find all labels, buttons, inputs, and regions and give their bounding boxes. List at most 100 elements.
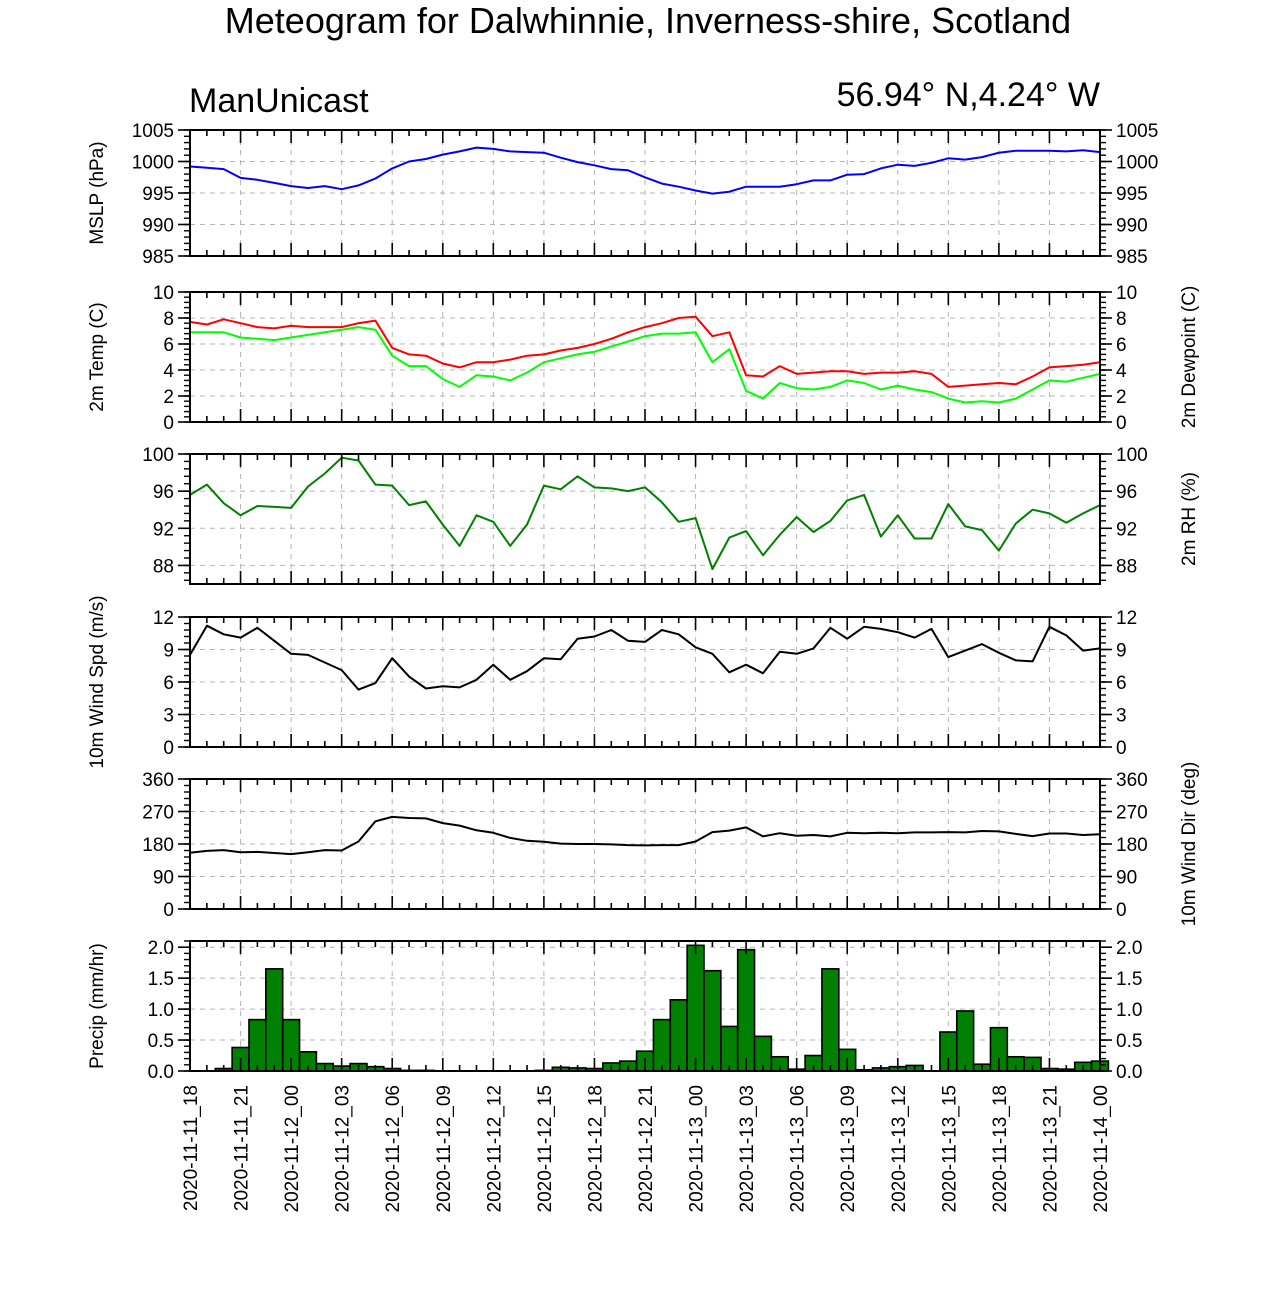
x-tick-label: 2020-11-12_09 xyxy=(434,1085,455,1212)
precip-bar xyxy=(652,1018,672,1072)
x-tick-label: 2020-11-13_00 xyxy=(687,1085,708,1212)
x-tick-label: 2020-11-12_06 xyxy=(383,1085,404,1212)
y-tick-label: 0 xyxy=(163,413,174,434)
y-tick-label: 0 xyxy=(163,738,174,759)
y-tick-label-right: 1.0 xyxy=(1116,1000,1142,1021)
x-tick-label: 2020-11-13_21 xyxy=(1040,1085,1061,1212)
chart-title: Meteogram for Dalwhinnie, Inverness-shir… xyxy=(225,0,1071,41)
x-tick-label: 2020-11-11_21 xyxy=(232,1085,253,1211)
x-tick-label: 2020-11-11_18 xyxy=(181,1085,202,1211)
y-tick-label-right: 6 xyxy=(1116,673,1127,694)
y-tick-label: 985 xyxy=(142,247,174,268)
y-tick-label: 1005 xyxy=(132,121,174,142)
series-line xyxy=(189,624,1101,691)
y-tick-label: 4 xyxy=(163,361,174,382)
x-tick-label: 2020-11-13_09 xyxy=(838,1085,859,1212)
y-tick-label: 2 xyxy=(163,387,174,408)
x-tick-label: 2020-11-12_21 xyxy=(636,1085,657,1212)
y-tick-label: 88 xyxy=(153,556,174,577)
x-tick-label: 2020-11-12_00 xyxy=(282,1085,303,1212)
series-line xyxy=(189,146,1101,195)
y-tick-label: 92 xyxy=(153,519,174,540)
y-tick-label-right: 0 xyxy=(1116,900,1127,921)
y-tick-label-right: 9 xyxy=(1116,641,1127,662)
y-tick-label: 180 xyxy=(142,835,174,856)
y-axis-label: 2m Temp (C) xyxy=(87,302,108,411)
x-tick-label: 2020-11-12_03 xyxy=(333,1085,354,1212)
y-tick-label-right: 985 xyxy=(1116,247,1148,268)
panel-2: 0 0 2 2 4 4 6 6 8 8 10 10 2m Temp (C) 2m Dewpoint (C) xyxy=(87,283,1200,434)
y-tick-label-right: 8 xyxy=(1116,309,1127,330)
y-tick-label: 0 xyxy=(163,900,174,921)
y-tick-label-right: 995 xyxy=(1116,184,1148,205)
precip-bar xyxy=(686,944,705,1072)
x-tick-label: 2020-11-12_12 xyxy=(484,1085,505,1212)
y-tick-label-right: 96 xyxy=(1116,482,1137,503)
precip-bar xyxy=(248,1018,267,1072)
y-tick-label-right: 100 xyxy=(1116,445,1148,466)
panel-4: 0 0 3 3 6 6 9 9 12 12 10m Wind Spd (m/s) xyxy=(87,595,1137,768)
x-tick-label: 2020-11-12_18 xyxy=(585,1085,606,1212)
x-tick-label: 2020-11-13_06 xyxy=(788,1085,809,1212)
y-tick-label-right: 90 xyxy=(1116,868,1137,889)
y-tick-label-right: 1.5 xyxy=(1116,969,1142,990)
precip-bar xyxy=(265,968,284,1072)
panel-5: 0 0 90 90 180 180 270 270 360 360 10m Wind Dir (de… xyxy=(142,762,1200,927)
y-tick-label: 2.0 xyxy=(148,938,174,959)
y-tick-label: 90 xyxy=(153,868,174,889)
y-tick-label-right: 180 xyxy=(1116,835,1148,856)
y-tick-label-right: 1000 xyxy=(1116,153,1158,174)
y-tick-label-right: 0.0 xyxy=(1116,1062,1142,1083)
y-tick-label-right: 990 xyxy=(1116,216,1148,237)
x-axis-labels: 2020-11-11_18 2020-11-11_21 2020-11-12_00 2… xyxy=(181,1085,1112,1212)
y-tick-label: 6 xyxy=(163,673,174,694)
y-tick-label-right: 12 xyxy=(1116,608,1137,629)
y-axis-label-right: 10m Wind Dir (deg) xyxy=(1179,762,1200,927)
y-tick-label-right: 2.0 xyxy=(1116,938,1142,959)
y-tick-label-right: 0.5 xyxy=(1116,1031,1142,1052)
x-tick-label: 2020-11-12_15 xyxy=(535,1085,556,1212)
precip-bar xyxy=(720,1025,739,1072)
y-axis-label-right: 2m Dewpoint (C) xyxy=(1179,286,1200,429)
y-tick-label: 96 xyxy=(153,482,174,503)
model-name: ManUnicast xyxy=(189,82,369,120)
y-tick-label: 1000 xyxy=(132,153,174,174)
y-tick-label: 8 xyxy=(163,309,174,330)
y-tick-label: 0.5 xyxy=(148,1031,174,1052)
series-line xyxy=(190,326,1101,404)
location-coordinates: 56.94° N,4.24° W xyxy=(837,76,1100,114)
y-tick-label: 3 xyxy=(163,706,174,727)
y-tick-label-right: 360 xyxy=(1116,770,1148,791)
y-axis-label-right: 2m RH (%) xyxy=(1179,472,1200,566)
y-tick-label: 9 xyxy=(163,641,174,662)
y-tick-label: 1.5 xyxy=(148,969,174,990)
y-tick-label-right: 88 xyxy=(1116,556,1137,577)
series-line xyxy=(189,315,1101,388)
y-axis-label: 10m Wind Spd (m/s) xyxy=(87,595,108,768)
x-tick-label: 2020-11-14_00 xyxy=(1091,1085,1112,1212)
precip-bar xyxy=(703,969,722,1072)
panel-6: 0.0 0.0 0.5 0.5 1.0 1.0 1.5 1.5 2.0 2.0 Precip (mm… xyxy=(87,938,1142,1083)
precip-bar xyxy=(821,968,840,1072)
x-tick-label: 2020-11-13_15 xyxy=(939,1085,960,1212)
y-tick-label-right: 4 xyxy=(1116,361,1127,382)
panel-1: 985 985 990 990 995 995 1000 1000 1005 1005 MSLP (… xyxy=(87,121,1158,268)
x-tick-label: 2020-11-13_12 xyxy=(889,1085,910,1212)
panel-3: 88 88 92 92 96 96 100 100 2m RH (%) xyxy=(142,445,1200,585)
series-line xyxy=(189,815,1101,856)
y-tick-label: 270 xyxy=(142,803,174,824)
y-tick-label-right: 0 xyxy=(1116,413,1127,434)
y-tick-label: 10 xyxy=(153,283,174,304)
precip-bar xyxy=(955,1010,975,1072)
y-tick-label-right: 92 xyxy=(1116,519,1137,540)
y-tick-label-right: 10 xyxy=(1116,283,1137,304)
y-axis-label: Precip (mm/hr) xyxy=(87,943,108,1069)
x-tick-label: 2020-11-13_18 xyxy=(990,1085,1011,1212)
y-tick-label: 360 xyxy=(142,770,174,791)
y-tick-label-right: 270 xyxy=(1116,803,1148,824)
y-axis-label: MSLP (hPa) xyxy=(87,141,108,244)
y-tick-label: 6 xyxy=(163,335,174,356)
y-tick-label: 990 xyxy=(142,216,174,237)
